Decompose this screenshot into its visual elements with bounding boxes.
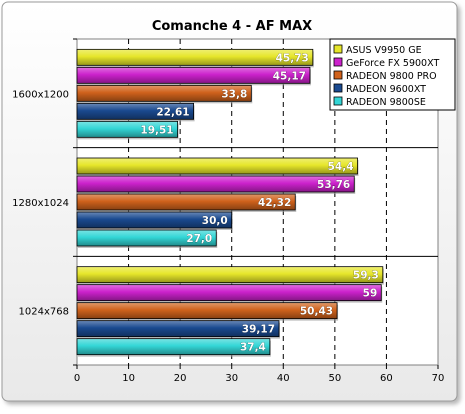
bar-value-label: 53,76: [317, 179, 350, 191]
bar: [76, 229, 217, 247]
x-tick-label: 0: [74, 373, 80, 384]
bar: [76, 266, 384, 284]
x-tick-label: 50: [328, 373, 341, 384]
bar-value-label: 50,43: [300, 306, 333, 318]
bar: [76, 120, 179, 138]
bar-value-label: 27,0: [186, 233, 212, 245]
legend: ASUS V9950 GE GeForce FX 5900XT RADEON 980…: [329, 38, 456, 111]
x-tick-label: 40: [277, 373, 290, 384]
category-label: 1280x1024: [12, 198, 69, 209]
bar: [76, 157, 358, 175]
x-tick-label: 30: [225, 373, 238, 384]
legend-swatch: [333, 83, 343, 93]
bar-value-label: 19,51: [140, 124, 173, 136]
bar-value-label: 45,17: [273, 70, 306, 82]
bar: [76, 84, 252, 102]
x-tick-label: 10: [122, 373, 135, 384]
bar: [76, 175, 355, 193]
bar-value-label: 22,61: [156, 106, 189, 118]
legend-label: GeForce FX 5900XT: [346, 58, 439, 69]
bar-value-label: 59,3: [353, 270, 379, 282]
legend-swatch: [333, 96, 343, 106]
bar-value-label: 54,4: [328, 161, 354, 173]
bar-value-label: 59: [363, 288, 378, 300]
legend-label: ASUS V9950 GE: [346, 45, 422, 56]
legend-swatch: [333, 57, 343, 67]
bar: [76, 302, 338, 320]
bar-value-label: 30,0: [202, 215, 228, 227]
x-tick-label: 70: [432, 373, 445, 384]
legend-label: RADEON 9800 PRO: [346, 71, 437, 82]
category-label: 1600x1200: [12, 89, 69, 100]
bar-value-label: 42,32: [258, 197, 291, 209]
legend-label: RADEON 9800SE: [346, 97, 426, 108]
bar-value-label: 37,4: [240, 342, 266, 354]
bar-value-label: 39,17: [242, 324, 275, 336]
bar: [76, 320, 280, 338]
bar: [76, 284, 382, 302]
bar: [76, 102, 195, 120]
bar-value-label: 33,8: [221, 88, 247, 100]
bar-value-label: 45,73: [276, 52, 309, 64]
chart-title: Comanche 4 - AF MAX: [152, 19, 312, 34]
legend-label: RADEON 9600XT: [346, 84, 426, 95]
x-tick-label: 60: [380, 373, 393, 384]
bar: [76, 193, 296, 211]
legend-box: [329, 38, 456, 111]
bar: [76, 48, 314, 66]
bar: [76, 211, 233, 229]
bar: [76, 338, 271, 356]
category-label: 1024x768: [19, 307, 69, 318]
x-tick-label: 20: [174, 373, 187, 384]
legend-swatch: [333, 70, 343, 80]
bar: [76, 66, 311, 84]
legend-swatch: [333, 44, 343, 54]
